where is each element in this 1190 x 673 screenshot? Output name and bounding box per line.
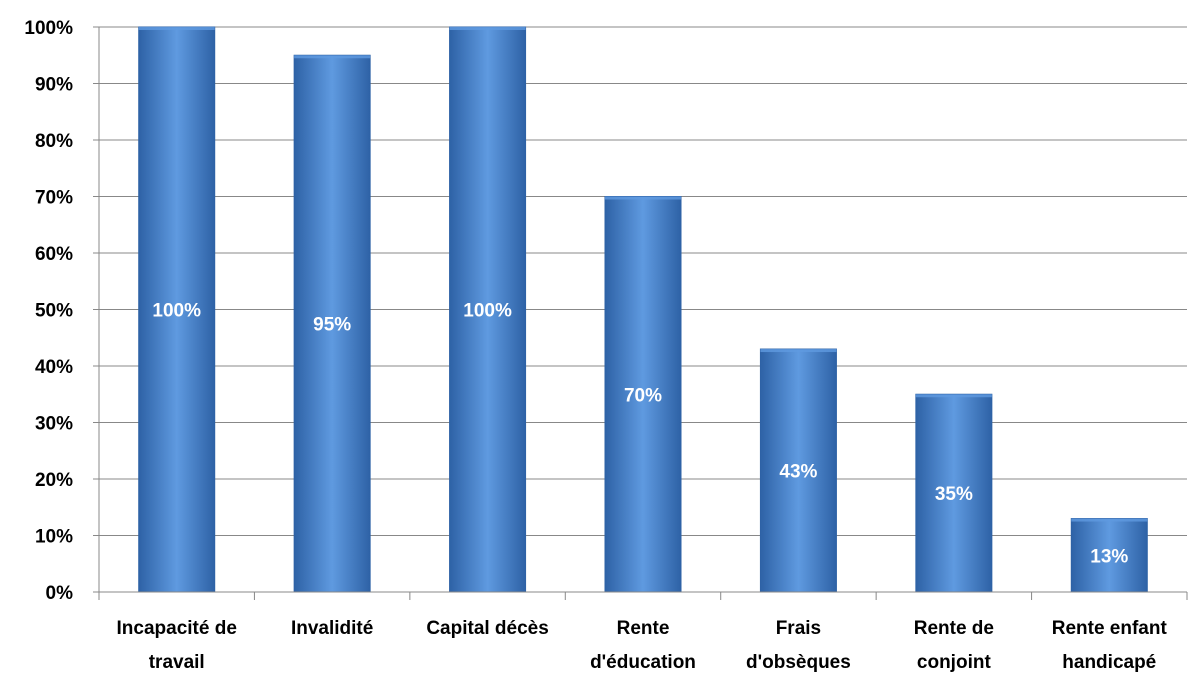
bar (759, 348, 837, 593)
x-category-label: Rente enfant handicapé (1052, 618, 1168, 673)
bars-group (138, 26, 1148, 593)
y-tick-label: 30% (35, 414, 73, 435)
y-tick-label: 100% (24, 18, 73, 39)
x-category-label: Invalidité (291, 618, 373, 639)
y-tick-label: 0% (46, 583, 74, 604)
y-tick-label: 20% (35, 470, 73, 491)
x-category-label: Rente d'éducation (590, 618, 696, 673)
x-category-label: Rente de conjoint (914, 618, 994, 673)
y-tick-label: 80% (35, 131, 73, 152)
data-label: 70% (624, 385, 662, 406)
data-label: 35% (935, 484, 973, 505)
bar (915, 393, 993, 593)
data-label: 95% (313, 315, 351, 336)
y-tick-label: 50% (35, 301, 73, 322)
bar-top-highlight (605, 196, 681, 200)
bar (293, 54, 371, 593)
x-category-label: Incapacité de travail (117, 618, 237, 673)
bar (604, 196, 682, 593)
x-category-labels: Incapacité de travail Invalidité Capital dé… (117, 618, 1168, 673)
axes (93, 26, 1188, 600)
y-tick-label: 90% (35, 75, 73, 96)
bar-top-highlight (1071, 518, 1148, 522)
x-category-label: Frais d'obsèques (746, 618, 851, 673)
bar-top-highlight (760, 349, 837, 353)
bar (1070, 518, 1148, 593)
x-category-label: Capital décès (426, 618, 549, 639)
y-tick-label: 70% (35, 188, 73, 209)
bar (449, 26, 527, 593)
y-tick-label: 40% (35, 357, 73, 378)
bar-top-highlight (138, 27, 215, 30)
data-label: 100% (463, 301, 512, 322)
bar-top-highlight (449, 27, 526, 30)
bar-top-highlight (294, 55, 371, 59)
data-labels: 100% 95% 100% 70% 43% 35% 13% (152, 301, 1128, 568)
y-tick-label: 60% (35, 244, 73, 265)
bar-top-highlight (915, 394, 992, 398)
y-tick-labels: 0% 10% 20% 30% 40% 50% 60% 70% 80% 90% 100% (24, 18, 73, 604)
data-label: 13% (1090, 546, 1128, 567)
data-label: 43% (779, 462, 817, 483)
y-tick-label: 10% (35, 527, 73, 548)
data-label: 100% (152, 301, 201, 322)
